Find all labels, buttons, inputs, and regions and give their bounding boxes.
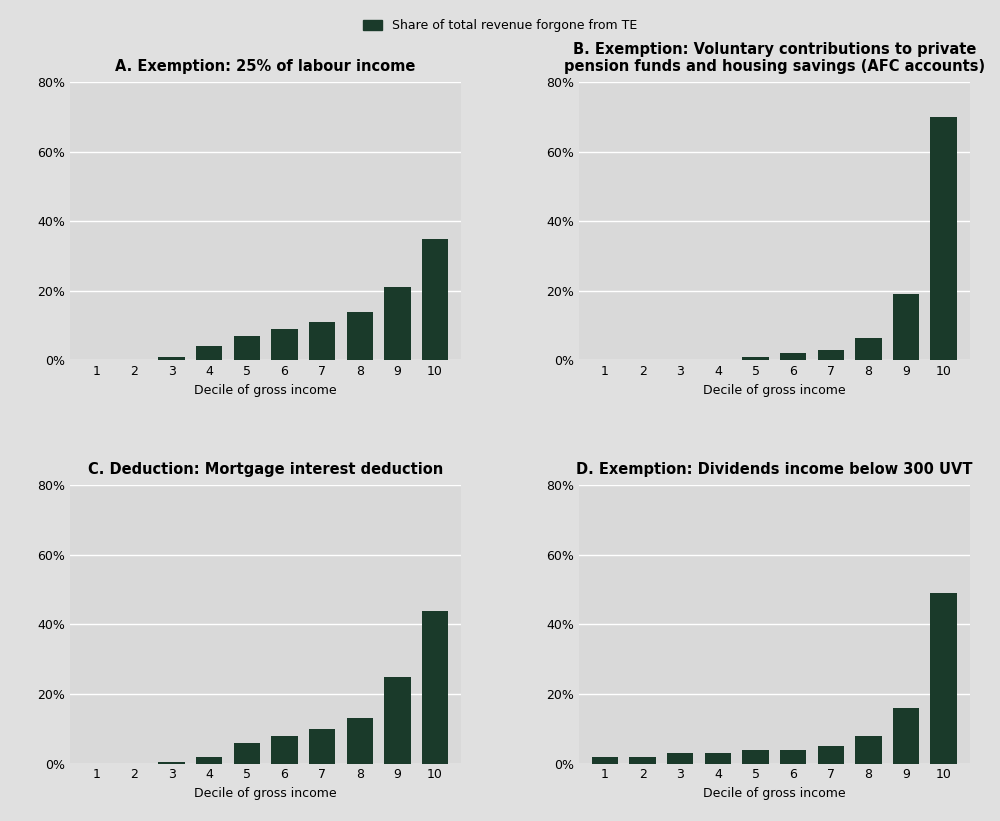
Bar [422, 239, 448, 360]
Bar [818, 350, 844, 360]
Bar [158, 357, 185, 360]
Bar [347, 718, 373, 764]
Bar [780, 750, 806, 764]
Bar [742, 357, 769, 360]
Bar [347, 311, 373, 360]
Bar [705, 753, 731, 764]
Bar [422, 611, 448, 764]
X-axis label: Decile of gross income: Decile of gross income [194, 383, 337, 397]
Bar [271, 329, 298, 360]
Bar [271, 736, 298, 764]
X-axis label: Decile of gross income: Decile of gross income [703, 787, 846, 800]
Bar [309, 729, 335, 764]
X-axis label: Decile of gross income: Decile of gross income [703, 383, 846, 397]
Bar [667, 753, 693, 764]
Bar [234, 336, 260, 360]
Bar [818, 746, 844, 764]
Bar [742, 750, 769, 764]
Title: D. Exemption: Dividends income below 300 UVT: D. Exemption: Dividends income below 300… [576, 462, 973, 477]
Bar [930, 593, 957, 764]
Bar [893, 294, 919, 360]
Bar [384, 287, 411, 360]
Bar [309, 322, 335, 360]
Bar [893, 708, 919, 764]
Bar [629, 757, 656, 764]
Bar [855, 736, 882, 764]
Bar [196, 757, 222, 764]
X-axis label: Decile of gross income: Decile of gross income [194, 787, 337, 800]
Title: B. Exemption: Voluntary contributions to private
pension funds and housing savin: B. Exemption: Voluntary contributions to… [564, 42, 985, 74]
Bar [855, 337, 882, 360]
Title: C. Deduction: Mortgage interest deduction: C. Deduction: Mortgage interest deductio… [88, 462, 443, 477]
Bar [234, 743, 260, 764]
Bar [930, 117, 957, 360]
Bar [592, 757, 618, 764]
Bar [196, 346, 222, 360]
Bar [780, 353, 806, 360]
Bar [158, 762, 185, 764]
Title: A. Exemption: 25% of labour income: A. Exemption: 25% of labour income [115, 59, 416, 74]
Bar [384, 677, 411, 764]
Legend: Share of total revenue forgone from TE: Share of total revenue forgone from TE [358, 15, 642, 38]
